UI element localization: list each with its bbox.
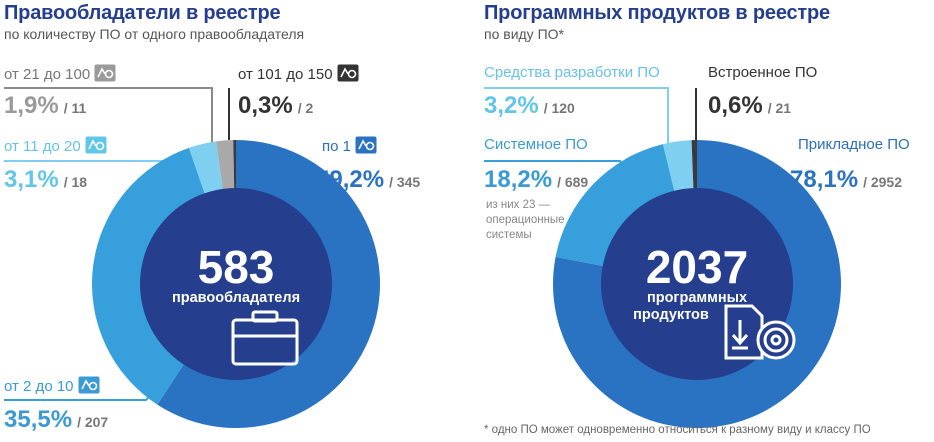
chart1-value-21-100: 1,9%/ 11 — [4, 92, 87, 119]
chart1-subtitle: по количеству ПО от одного правообладате… — [4, 26, 305, 42]
chart2-label-embedded: Встроенное ПО — [708, 64, 818, 81]
chart2-value-dev: 3,2%/ 120 — [484, 92, 575, 119]
chart1-center-caption: правообладателя — [171, 290, 301, 306]
chart2-center-caption-2: продуктов — [633, 307, 709, 323]
footnote: * одно ПО может одновременно относиться … — [484, 424, 871, 436]
software-disc-icon — [724, 304, 796, 360]
chart1-value-101-150: 0,3%/ 2 — [238, 92, 314, 119]
leader-21-100 — [4, 87, 213, 160]
chart2-label-system: Системное ПО — [484, 136, 588, 153]
briefcase-icon — [231, 310, 299, 366]
chart1-label-2-10: от 2 до 10 — [4, 376, 100, 395]
chart1-title: Правообладатели в реестре — [4, 2, 281, 24]
chart2-label-dev: Средства разработки ПО — [484, 64, 660, 81]
chart2-center — [601, 188, 793, 380]
chart1-label-1: по 1 — [322, 136, 377, 155]
chart2-center-caption-1: программных — [646, 290, 748, 306]
chart1-value-2-10: 35,5%/ 207 — [4, 406, 109, 433]
chart2-value-system: 18,2%/ 689 — [484, 166, 589, 193]
chart2-label-applied: Прикладное ПО — [798, 136, 910, 153]
donut-chart-1 — [91, 140, 380, 428]
software-icon — [337, 64, 359, 83]
chart2-title: Программных продуктов в реестре — [484, 2, 830, 24]
software-icon — [355, 136, 377, 155]
leader-dev — [484, 87, 669, 160]
chart1-center — [140, 188, 332, 380]
chart1-value-1: 59,2%/ 345 — [316, 166, 421, 193]
chart1-value-11-20: 3,1%/ 18 — [4, 166, 88, 193]
chart2-value-applied: 78,1%/ 2952 — [790, 166, 902, 193]
chart1-label-11-20: от 11 до 20 — [4, 136, 107, 155]
chart1-label-21-100: от 21 до 100 — [4, 64, 116, 83]
chart1-center-value: 583 — [197, 241, 275, 293]
software-icon — [78, 376, 100, 395]
chart2-subtitle: по виду ПО* — [484, 26, 564, 42]
software-icon — [85, 136, 107, 155]
chart2-value-embedded: 0,6%/ 21 — [708, 92, 792, 119]
chart2-system-note: из них 23 — операционные системы — [486, 199, 565, 241]
chart1-label-101-150: от 101 до 150 — [238, 64, 359, 83]
chart2-center-value: 2037 — [645, 241, 749, 293]
software-icon — [94, 64, 116, 83]
